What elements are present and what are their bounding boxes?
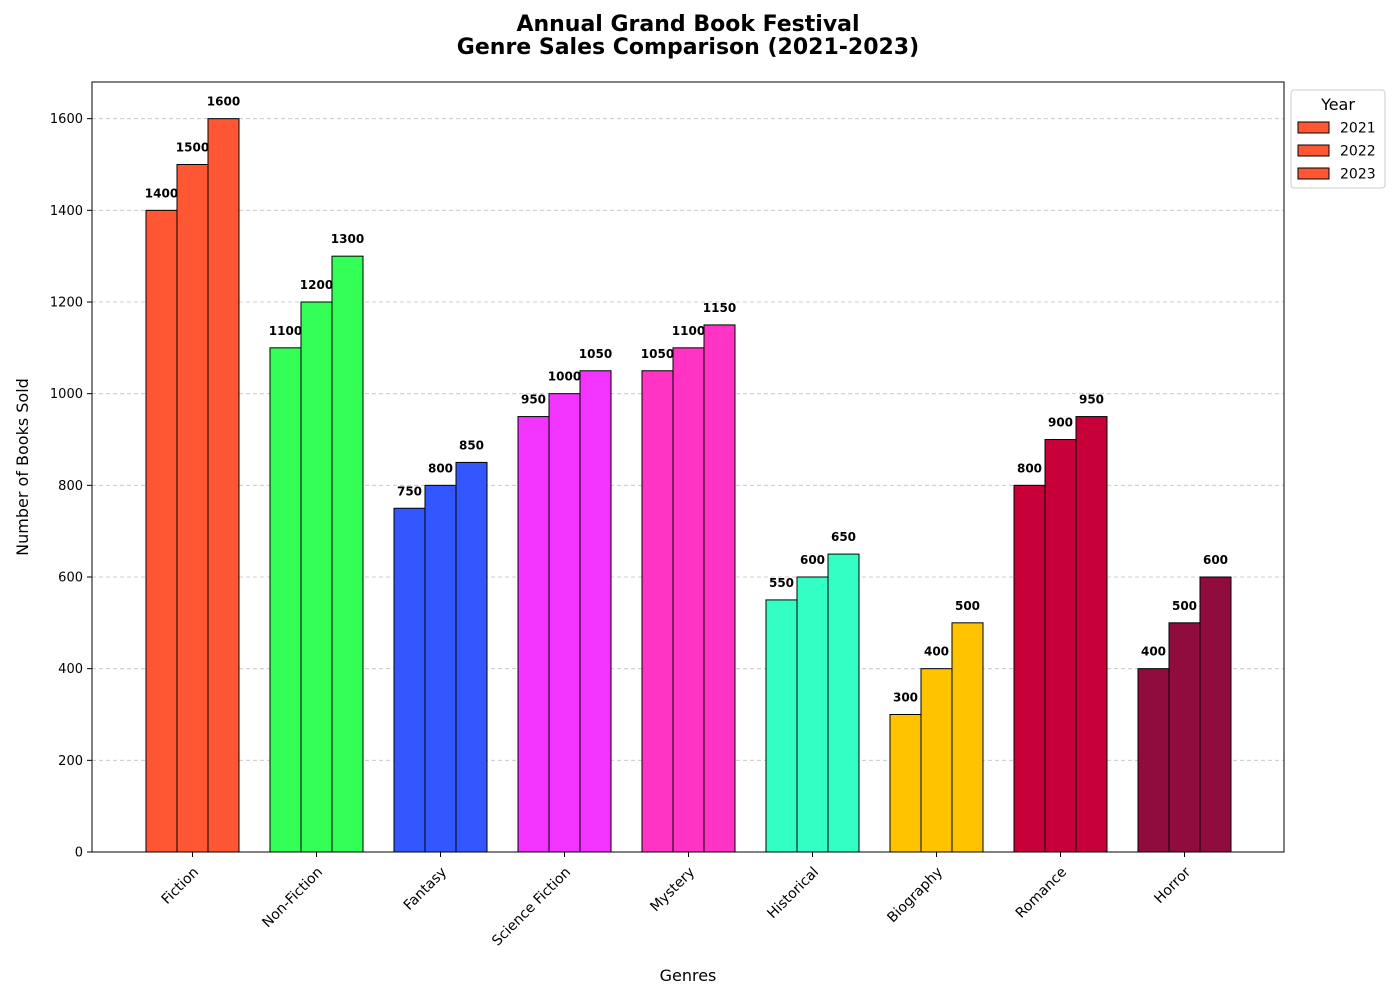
y-tick-label: 1400 bbox=[50, 204, 83, 219]
bar bbox=[549, 394, 580, 852]
bar-value-label: 400 bbox=[924, 645, 949, 659]
bar bbox=[146, 210, 177, 852]
x-tick-label: Romance bbox=[1013, 864, 1070, 921]
bar bbox=[456, 462, 487, 852]
bar-value-label: 650 bbox=[831, 530, 856, 544]
bar-value-label: 400 bbox=[1141, 645, 1166, 659]
x-tick-label: Historical bbox=[764, 864, 822, 922]
y-tick-label: 1200 bbox=[50, 296, 83, 311]
bar-value-label: 850 bbox=[459, 438, 484, 452]
bar bbox=[642, 371, 673, 852]
x-tick-label: Biography bbox=[884, 864, 946, 926]
bar-value-label: 1600 bbox=[207, 95, 240, 109]
bar-value-label: 750 bbox=[397, 484, 422, 498]
bar bbox=[1045, 440, 1076, 853]
bar-value-label: 1100 bbox=[672, 324, 705, 338]
bar-value-label: 800 bbox=[428, 461, 453, 475]
bar bbox=[797, 577, 828, 852]
bar bbox=[1169, 623, 1200, 852]
bar bbox=[673, 348, 704, 852]
x-axis-label: Genres bbox=[660, 966, 717, 985]
x-tick-label: Fiction bbox=[159, 864, 202, 907]
bar bbox=[828, 554, 859, 852]
bar-value-label: 1100 bbox=[269, 324, 302, 338]
legend-title: Year bbox=[1320, 95, 1355, 114]
bar bbox=[394, 508, 425, 852]
bar-value-label: 1150 bbox=[703, 301, 736, 315]
chart-title-line-1: Annual Grand Book Festival bbox=[516, 12, 859, 37]
bar-value-label: 1050 bbox=[641, 347, 674, 361]
bar bbox=[921, 669, 952, 852]
x-tick-label: Science Fiction bbox=[489, 864, 574, 949]
bar-value-label: 1200 bbox=[300, 278, 333, 292]
bar bbox=[518, 417, 549, 852]
bar bbox=[332, 256, 363, 852]
legend-swatch bbox=[1298, 122, 1329, 133]
legend: Year 2021 2022 2023 bbox=[1291, 90, 1385, 188]
bar bbox=[208, 119, 239, 852]
y-tick-label: 0 bbox=[75, 846, 83, 861]
bar-value-label: 500 bbox=[1172, 599, 1197, 613]
bar bbox=[704, 325, 735, 852]
x-tick-label: Fantasy bbox=[401, 864, 450, 913]
bar bbox=[952, 623, 983, 852]
bar-value-label: 1300 bbox=[331, 232, 364, 246]
bar bbox=[177, 165, 208, 853]
bar-value-label: 600 bbox=[1203, 553, 1228, 567]
x-tick-label: Non-Fiction bbox=[259, 864, 326, 931]
x-tick-label: Horror bbox=[1151, 864, 1194, 907]
legend-entry-label: 2022 bbox=[1340, 144, 1376, 160]
x-axis-ticks: Fiction Non-Fiction Fantasy Science Fiction… bbox=[159, 852, 1195, 949]
legend-swatch bbox=[1298, 145, 1329, 156]
y-tick-label: 1000 bbox=[50, 387, 83, 402]
bar bbox=[1200, 577, 1231, 852]
bar bbox=[1138, 669, 1169, 852]
bar-value-label: 550 bbox=[769, 576, 794, 590]
bar-value-label: 800 bbox=[1017, 461, 1042, 475]
bar-value-label: 1000 bbox=[548, 370, 581, 384]
y-axis-ticks: 0 200 400 600 800 1000 1200 1400 1600 bbox=[50, 112, 92, 860]
x-tick-label: Mystery bbox=[647, 864, 698, 915]
y-tick-label: 200 bbox=[58, 754, 83, 769]
y-tick-label: 1600 bbox=[50, 112, 83, 127]
bar-value-label: 950 bbox=[1079, 393, 1104, 407]
legend-entry-label: 2023 bbox=[1340, 167, 1376, 183]
y-tick-label: 600 bbox=[58, 571, 83, 586]
bar-value-label: 950 bbox=[521, 393, 546, 407]
bar-value-label: 600 bbox=[800, 553, 825, 567]
legend-swatch bbox=[1298, 168, 1329, 179]
bar bbox=[301, 302, 332, 852]
bar-value-label: 500 bbox=[955, 599, 980, 613]
bar-value-label: 300 bbox=[893, 691, 918, 705]
bar-value-label: 900 bbox=[1048, 416, 1073, 430]
y-axis-label: Number of Books Sold bbox=[13, 378, 32, 556]
y-tick-label: 800 bbox=[58, 479, 83, 494]
bar bbox=[1076, 417, 1107, 852]
bar bbox=[766, 600, 797, 852]
y-tick-label: 400 bbox=[58, 662, 83, 677]
bar-value-label: 1500 bbox=[176, 141, 209, 155]
bars bbox=[146, 119, 1231, 852]
bar bbox=[890, 715, 921, 853]
bar-value-label: 1050 bbox=[579, 347, 612, 361]
bar bbox=[1014, 485, 1045, 852]
bar bbox=[580, 371, 611, 852]
bar-value-label: 1400 bbox=[145, 186, 178, 200]
bar bbox=[270, 348, 301, 852]
bar bbox=[425, 485, 456, 852]
legend-entry-label: 2021 bbox=[1340, 121, 1376, 137]
chart-title-line-2: Genre Sales Comparison (2021-2023) bbox=[457, 35, 919, 60]
